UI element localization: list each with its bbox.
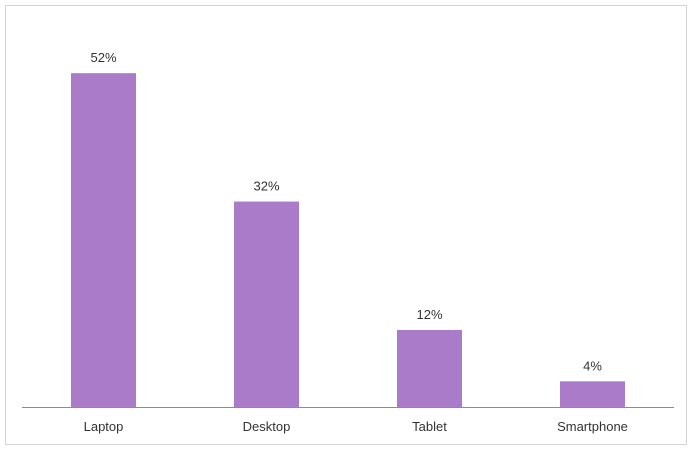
value-label-desktop: 32% xyxy=(253,179,279,194)
value-label-tablet: 12% xyxy=(416,307,442,322)
category-label-laptop: Laptop xyxy=(84,419,124,434)
category-labels-group: Laptop Desktop Tablet Smartphone xyxy=(84,419,628,434)
bar-tablet xyxy=(397,329,462,407)
bar-laptop xyxy=(71,73,136,407)
bars-group xyxy=(71,73,625,407)
bar-desktop xyxy=(234,201,299,407)
category-label-desktop: Desktop xyxy=(243,419,291,434)
value-label-smartphone: 4% xyxy=(583,358,602,373)
category-label-smartphone: Smartphone xyxy=(557,419,628,434)
value-labels-group: 52% 32% 12% 4% xyxy=(90,50,602,373)
value-label-laptop: 52% xyxy=(90,50,116,65)
category-label-tablet: Tablet xyxy=(412,419,447,434)
bar-smartphone xyxy=(560,381,625,407)
